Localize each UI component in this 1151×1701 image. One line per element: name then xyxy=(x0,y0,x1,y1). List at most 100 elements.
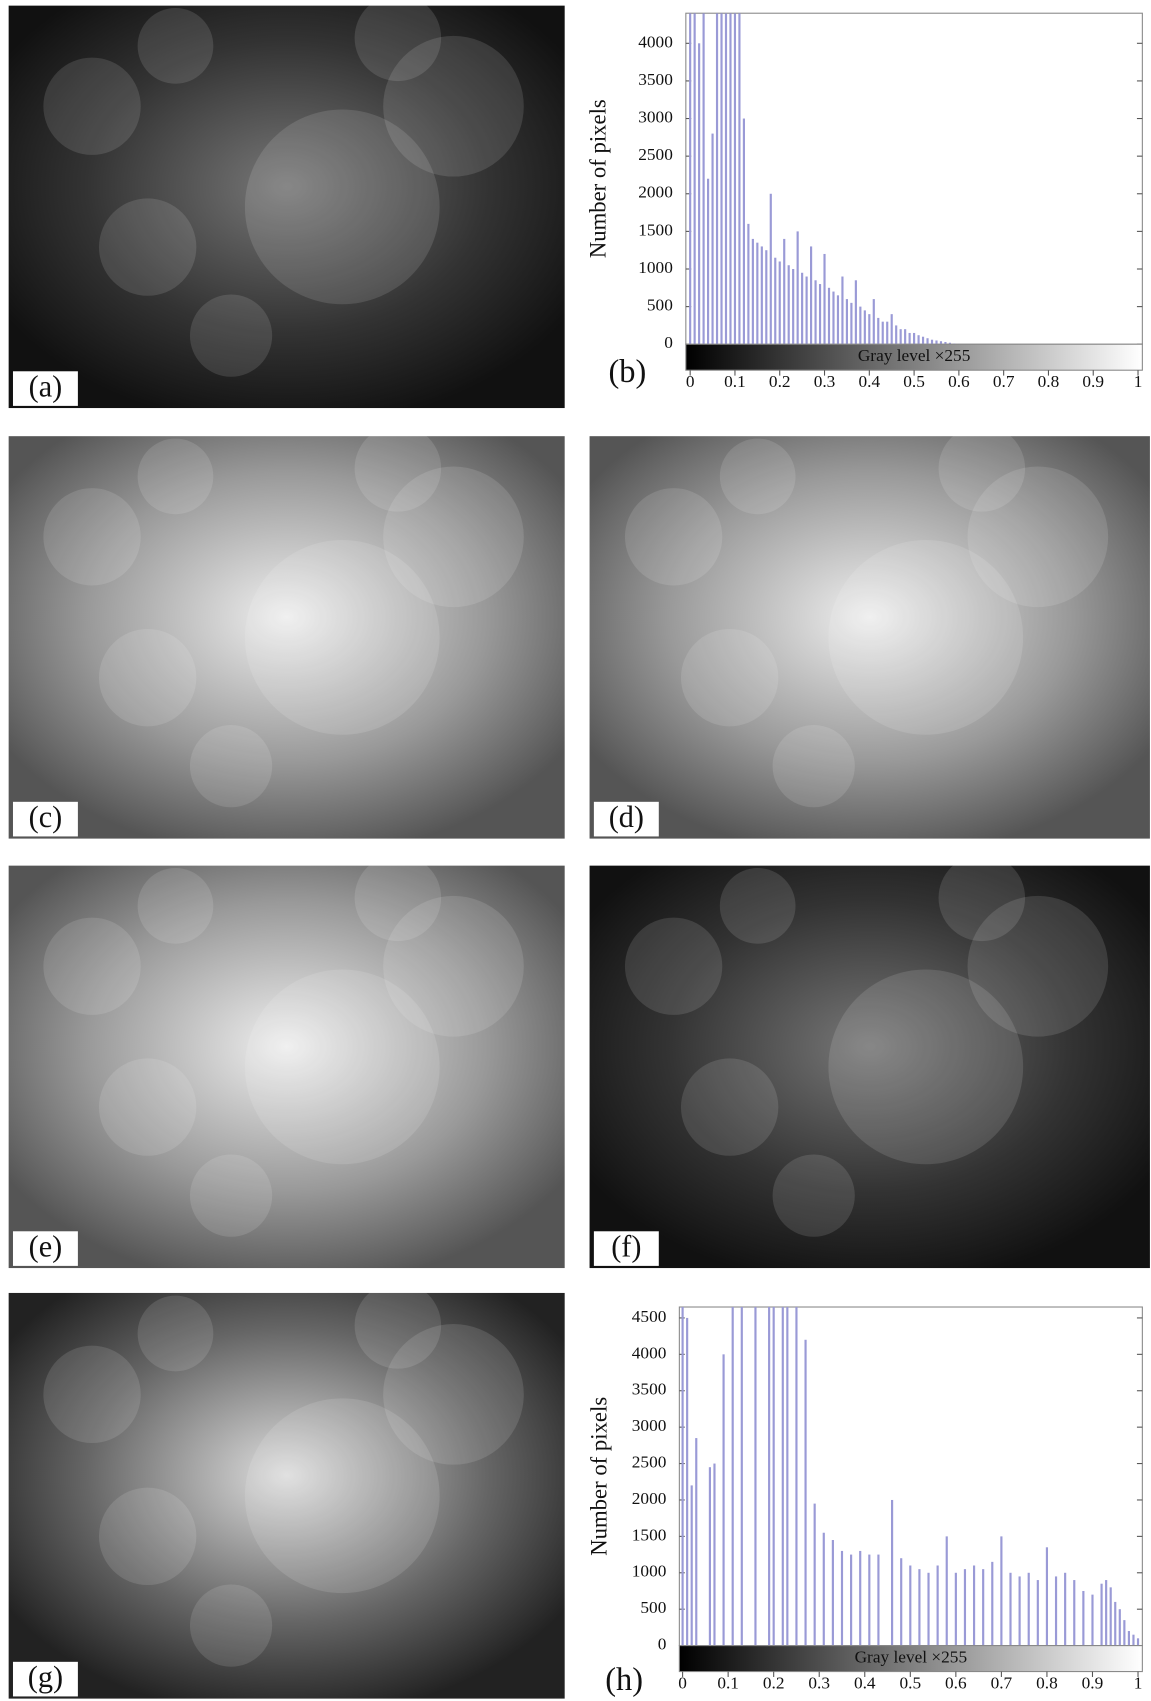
flower xyxy=(138,1296,214,1372)
flower xyxy=(245,540,440,735)
flower xyxy=(99,629,196,726)
x-tick-label: 1 xyxy=(1134,372,1143,391)
flower xyxy=(245,109,440,304)
bar xyxy=(927,1573,929,1646)
bar xyxy=(720,13,722,344)
x-tick-label: 0.4 xyxy=(858,372,880,391)
bar xyxy=(819,284,821,344)
bar xyxy=(1055,1576,1057,1645)
bar xyxy=(1073,1580,1075,1646)
flower xyxy=(99,198,196,295)
bar xyxy=(797,231,799,344)
bar xyxy=(855,280,857,344)
bar xyxy=(1091,1595,1093,1646)
bar xyxy=(814,280,816,344)
flower xyxy=(939,855,1026,942)
panel-label: (b) xyxy=(609,354,647,390)
bar xyxy=(773,1307,775,1646)
y-tick-label: 500 xyxy=(647,296,673,315)
bar xyxy=(891,314,893,344)
flower xyxy=(245,969,440,1164)
figure: (a)(c)(d)(e)(f)(g)0500100015002000250030… xyxy=(0,0,1151,1701)
bar xyxy=(723,1354,725,1645)
y-tick-label: 2500 xyxy=(632,1453,667,1472)
flower xyxy=(720,439,796,515)
flower xyxy=(828,969,1023,1164)
bar xyxy=(761,246,763,344)
bar xyxy=(877,1555,879,1646)
photo-panel: (a) xyxy=(9,0,565,408)
bar xyxy=(747,224,749,344)
bar xyxy=(1105,1580,1107,1646)
bar xyxy=(709,1467,711,1645)
bar xyxy=(832,292,834,345)
bar xyxy=(752,239,754,344)
photo-panel: (f) xyxy=(590,855,1150,1268)
bar xyxy=(877,318,879,344)
bar xyxy=(691,1485,693,1645)
bar xyxy=(707,179,709,345)
bar xyxy=(1009,1573,1011,1646)
x-tick-label: 0.1 xyxy=(717,1674,739,1693)
panel-label: (f) xyxy=(611,1230,641,1264)
bar xyxy=(909,333,911,344)
x-tick-label: 0 xyxy=(686,372,695,391)
flower xyxy=(99,1488,196,1585)
flower xyxy=(681,629,778,726)
x-tick-label: 1 xyxy=(1134,1674,1143,1693)
bar xyxy=(1019,1576,1021,1645)
bar xyxy=(756,243,758,345)
bar xyxy=(982,1569,984,1645)
bar xyxy=(868,314,870,344)
y-tick-label: 2000 xyxy=(632,1489,667,1508)
bar xyxy=(1037,1580,1039,1646)
bar xyxy=(1082,1591,1084,1646)
x-axis-label: Gray level ×255 xyxy=(858,346,971,365)
x-tick-label: 0.8 xyxy=(1036,1674,1058,1693)
bar xyxy=(900,1558,902,1645)
x-tick-label: 0.1 xyxy=(724,372,746,391)
photo-panel: (d) xyxy=(590,425,1150,838)
bar xyxy=(729,13,731,344)
panel-label: (c) xyxy=(29,800,63,834)
y-axis-label: Number of pixels xyxy=(586,99,611,258)
bar xyxy=(1114,1602,1116,1646)
x-tick-label: 0.8 xyxy=(1038,372,1060,391)
bar xyxy=(895,325,897,344)
flower xyxy=(355,425,442,512)
bar xyxy=(859,307,861,345)
x-tick-label: 0.3 xyxy=(814,372,836,391)
bar xyxy=(886,322,888,345)
plot-frame xyxy=(686,13,1143,344)
bar xyxy=(795,1307,797,1646)
flower xyxy=(138,8,214,84)
x-tick-label: 0.7 xyxy=(993,372,1015,391)
bar xyxy=(694,13,696,344)
y-tick-label: 4500 xyxy=(632,1307,667,1326)
bar xyxy=(713,1464,715,1646)
bar xyxy=(1101,1584,1103,1646)
y-tick-label: 3500 xyxy=(632,1380,667,1399)
bar xyxy=(832,1540,834,1646)
bar xyxy=(841,277,843,345)
bar xyxy=(891,1500,893,1646)
bar xyxy=(765,250,767,344)
photo-panel: (g) xyxy=(9,1282,565,1698)
bar xyxy=(732,1307,734,1646)
x-tick-label: 0.5 xyxy=(903,372,925,391)
panel-label: (h) xyxy=(605,1662,643,1698)
bar xyxy=(1064,1573,1066,1646)
bar xyxy=(814,1504,816,1646)
bar xyxy=(900,329,902,344)
flower xyxy=(190,1584,272,1666)
panel-label: (a) xyxy=(29,370,63,404)
bar xyxy=(703,13,705,344)
x-tick-label: 0.2 xyxy=(763,1674,785,1693)
y-tick-label: 0 xyxy=(658,1635,667,1654)
bar xyxy=(1132,1635,1134,1646)
flower xyxy=(190,295,272,377)
bar xyxy=(823,254,825,344)
bar xyxy=(846,299,848,344)
x-tick-label: 0.7 xyxy=(991,1674,1013,1693)
bar xyxy=(810,246,812,344)
